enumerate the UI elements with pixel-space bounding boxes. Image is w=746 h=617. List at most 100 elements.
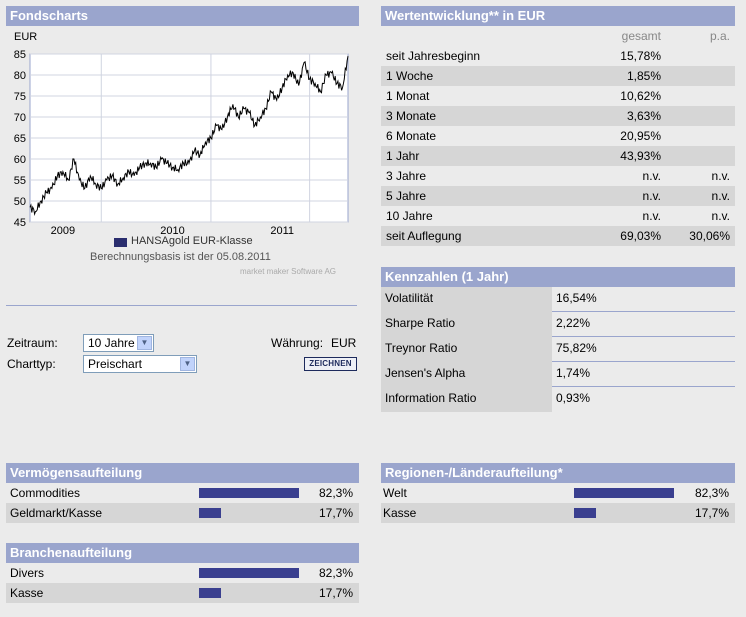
alloc-pct: 82,3% [694, 486, 729, 500]
y-tick-label: 60 [14, 154, 26, 166]
perf-total: 43,93% [620, 149, 661, 163]
table-row: Volatilität 16,54% [381, 287, 735, 312]
perf-label: seit Jahresbeginn [386, 49, 481, 63]
kz-label: Volatilität [381, 287, 552, 312]
perf-total: 15,78% [620, 49, 661, 63]
perf-label: 1 Jahr [386, 149, 420, 163]
perf-label: 1 Woche [386, 69, 434, 83]
alloc-pct: 17,7% [694, 506, 729, 520]
waehrung-value: EUR [331, 336, 357, 350]
perf-total: 20,95% [620, 129, 661, 143]
kz-label: Treynor Ratio [381, 337, 552, 362]
kz-value: 16,54% [556, 291, 597, 305]
perf-total: 3,63% [626, 109, 661, 123]
x-tick-label: 2010 [160, 225, 184, 237]
perf-total: 69,03% [620, 229, 661, 243]
chevron-down-icon[interactable]: ▼ [137, 336, 152, 350]
kz-label: Information Ratio [381, 387, 552, 412]
table-row: 6 Monate 20,95% [381, 126, 735, 146]
y-tick-label: 75 [14, 91, 26, 103]
alloc-pct: 82,3% [318, 486, 353, 500]
kennzahlen-table: Volatilität 16,54% Sharpe Ratio 2,22% Trey… [381, 287, 735, 412]
perf-total: 10,62% [620, 89, 661, 103]
fondscharts-title: Fondscharts [6, 6, 359, 26]
calculation-basis: Berechnungsbasis ist der 05.08.2011 [90, 251, 271, 263]
branchen-title: Branchenaufteilung [6, 543, 359, 563]
perf-label: 3 Jahre [386, 169, 427, 183]
alloc-bar [199, 588, 221, 598]
table-row: Kasse 17,7% [381, 503, 735, 523]
alloc-label: Commodities [10, 486, 81, 500]
price-line [29, 56, 349, 217]
table-row: 3 Jahre n.v. n.v. [381, 166, 735, 186]
alloc-bar [199, 568, 299, 578]
y-tick-label: 50 [14, 196, 26, 208]
kennzahlen-title: Kennzahlen (1 Jahr) [381, 267, 735, 287]
legend-label: HANSAgold EUR-Klasse [131, 235, 253, 247]
table-row: Commodities 82,3% [6, 483, 359, 503]
perf-total: n.v. [642, 169, 661, 183]
table-row: 5 Jahre n.v. n.v. [381, 186, 735, 206]
table-row: Jensen's Alpha 1,74% [381, 362, 735, 387]
regionen-title: Regionen-/Länderaufteilung* [381, 463, 735, 483]
perf-header-row: gesamt p.a. [381, 26, 735, 46]
perf-label: 10 Jahre [386, 209, 433, 223]
y-tick-label: 55 [14, 175, 26, 187]
zeitraum-value: 10 Jahre [88, 336, 135, 350]
performance-table: seit Jahresbeginn 15,78% 1 Woche 1,85% 1 M… [381, 46, 735, 246]
perf-label: 1 Monat [386, 89, 430, 103]
x-tick-label: 2009 [51, 225, 75, 237]
alloc-label: Kasse [383, 506, 417, 520]
draw-chart-button[interactable]: ZEICHNEN [304, 357, 357, 371]
kz-value: 0,93% [556, 391, 591, 405]
zeitraum-select[interactable]: 10 Jahre ▼ [83, 334, 154, 352]
divider [6, 305, 357, 306]
charttyp-label: Charttyp: [7, 357, 56, 371]
table-row: Treynor Ratio 75,82% [381, 337, 735, 362]
kz-value: 1,74% [556, 366, 591, 380]
table-row: Divers 82,3% [6, 563, 359, 583]
table-row: Welt 82,3% [381, 483, 735, 503]
alloc-label: Welt [383, 486, 407, 500]
perf-total: n.v. [642, 189, 661, 203]
charttyp-select[interactable]: Preischart ▼ [83, 355, 197, 373]
chevron-down-icon[interactable]: ▼ [180, 357, 195, 371]
col-total-header: gesamt [621, 29, 661, 43]
charttyp-value: Preischart [88, 357, 143, 371]
alloc-label: Divers [10, 566, 45, 580]
perf-total: n.v. [642, 209, 661, 223]
alloc-bar [574, 508, 596, 518]
perf-label: 5 Jahre [386, 189, 427, 203]
table-row: Kasse 17,7% [6, 583, 359, 603]
perf-label: 6 Monate [386, 129, 437, 143]
alloc-label: Geldmarkt/Kasse [10, 506, 103, 520]
legend-swatch [114, 238, 127, 247]
kz-label: Sharpe Ratio [381, 312, 552, 337]
y-tick-label: 70 [14, 112, 26, 124]
waehrung-label: Währung: [271, 336, 324, 350]
zeitraum-label: Zeitraum: [7, 336, 58, 350]
perf-pa: n.v. [711, 209, 730, 223]
alloc-pct: 17,7% [318, 506, 353, 520]
x-tick-label: 2011 [270, 225, 294, 237]
table-row: 1 Monat 10,62% [381, 86, 735, 106]
chart-credit: market maker Software AG [240, 267, 337, 276]
perf-pa: n.v. [711, 169, 730, 183]
chart-currency-label: EUR [14, 31, 38, 43]
table-row: 3 Monate 3,63% [381, 106, 735, 126]
y-tick-label: 45 [14, 217, 26, 229]
y-tick-label: 65 [14, 133, 26, 145]
table-row: Information Ratio 0,93% [381, 387, 735, 412]
alloc-bar [199, 508, 221, 518]
alloc-pct: 82,3% [318, 566, 353, 580]
table-row: Geldmarkt/Kasse 17,7% [6, 503, 359, 523]
table-row: 1 Jahr 43,93% [381, 146, 735, 166]
alloc-pct: 17,7% [318, 586, 353, 600]
alloc-bar [574, 488, 674, 498]
table-row: seit Jahresbeginn 15,78% [381, 46, 735, 66]
price-chart: 45 50 55 60 65 70 75 80 85 2009 2010 2011 [14, 49, 349, 237]
col-pa-header: p.a. [709, 29, 730, 43]
table-row: 1 Woche 1,85% [381, 66, 735, 86]
table-row: seit Auflegung 69,03% 30,06% [381, 226, 735, 246]
y-tick-label: 85 [14, 49, 26, 61]
